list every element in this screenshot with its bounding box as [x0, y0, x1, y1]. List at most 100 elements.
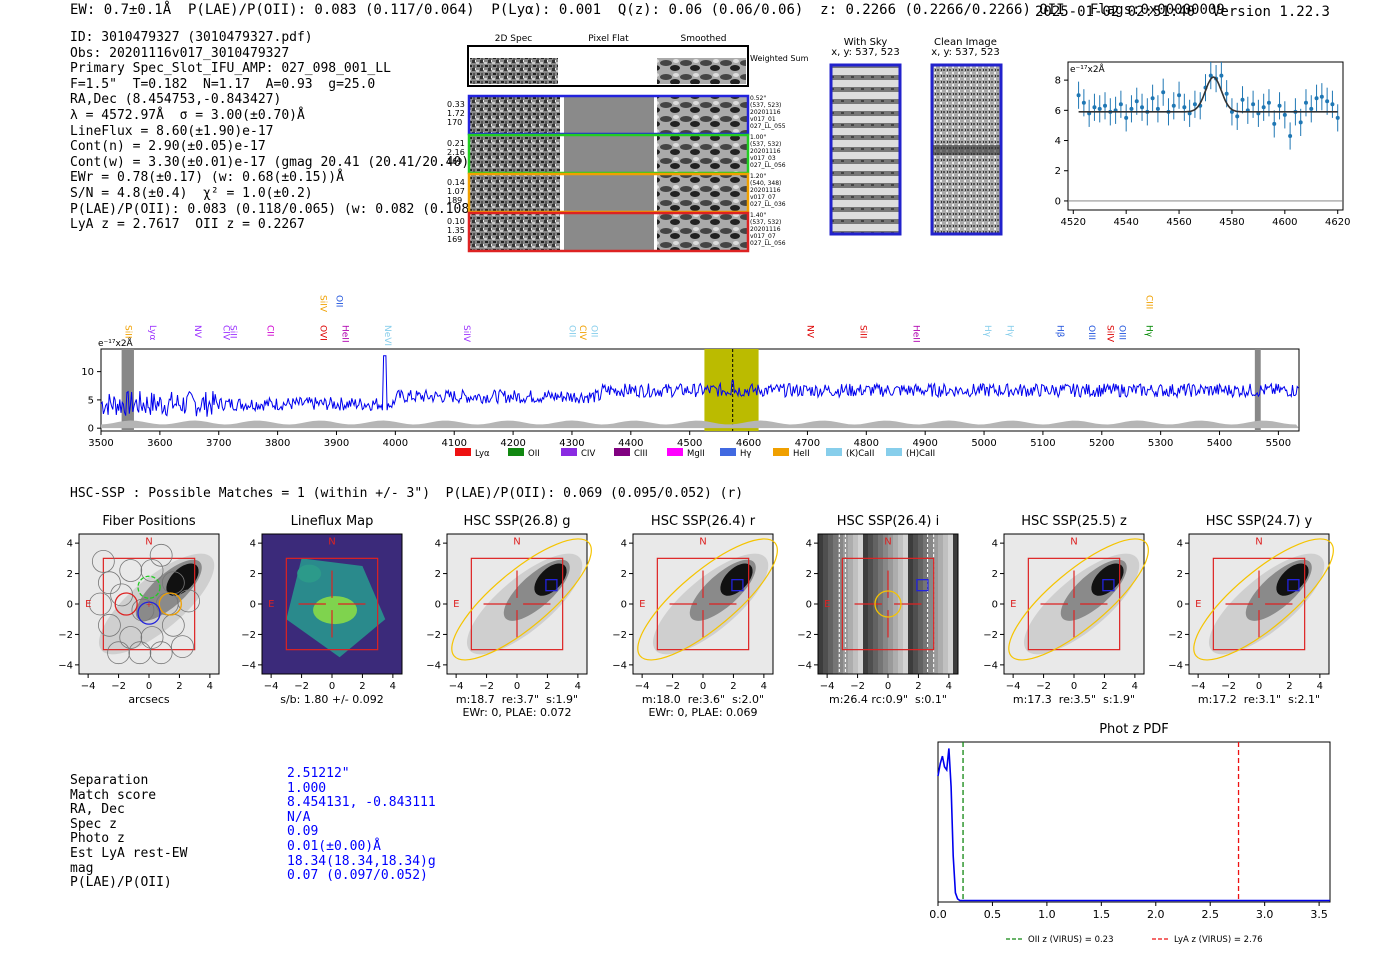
info-line: LyA z = 2.7617 OII z = 0.2267	[70, 217, 305, 233]
legend-label: Hγ	[740, 449, 751, 459]
aperture-box	[841, 557, 935, 651]
fiber-circle	[119, 559, 143, 582]
y-tick-label: −2	[1168, 630, 1183, 641]
separation-value: 0.09	[287, 824, 319, 840]
match-box	[731, 579, 744, 592]
y-tick-label: −4	[1168, 660, 1183, 671]
compass-north: N	[884, 537, 891, 548]
compass-east: E	[85, 599, 91, 610]
y-tick-label: −2	[426, 630, 441, 641]
panel-subtitle: m:17.2 re:3.1" s:2.1"	[1197, 693, 1321, 706]
kron-ellipse	[1193, 538, 1334, 661]
fiber-red	[114, 592, 138, 616]
x-tick-label: 2.5	[1201, 908, 1219, 921]
x-tick-label: −2	[1036, 681, 1051, 692]
galaxy-core	[166, 563, 199, 596]
line-id: SiIV	[1105, 325, 1115, 343]
zoom-ylabel: e⁻¹⁷x2Å	[1070, 63, 1106, 75]
separation-value: 8.454131, -0.843111	[287, 795, 436, 811]
aperture-circle	[874, 590, 902, 618]
legend-swatch	[614, 448, 630, 456]
cutout-row-meta: 1.40" (537, 532) 20201116 v017_07 027_LL…	[750, 212, 786, 247]
y-tick-label: 0	[1055, 196, 1061, 207]
cutout-row-stats: 0.10 1.35 169	[447, 217, 465, 244]
legend-label: (H)CaII	[906, 449, 935, 459]
i-band-stripe	[923, 534, 929, 674]
line-id: OII	[333, 295, 343, 307]
data-point	[1103, 103, 1108, 108]
data-point	[1208, 73, 1213, 78]
cutout-2d-spec	[470, 174, 560, 211]
photz-title: Phot z PDF	[1099, 722, 1169, 737]
x-tick-label: 4900	[912, 438, 937, 449]
x-tick-label: 4	[207, 681, 213, 692]
x-tick-label: 3900	[324, 438, 349, 449]
i-band-stripe	[933, 534, 939, 674]
compass-east: E	[639, 599, 645, 610]
y-tick-label: 4	[621, 539, 627, 550]
y-tick-label: 2	[435, 569, 441, 580]
info-line: Cont(n) = 2.90(±0.05)e-17	[70, 139, 266, 155]
x-tick-label: 5500	[1266, 438, 1291, 449]
y-tick-label: 0	[621, 600, 627, 611]
i-band-stripe	[888, 534, 894, 674]
x-tick-label: 4300	[559, 438, 584, 449]
spectrum-line	[100, 355, 1299, 417]
data-point	[1177, 93, 1182, 98]
spectrum-ylabel: e⁻¹⁷x2Å	[98, 337, 134, 349]
x-tick-label: 4	[1317, 681, 1323, 692]
y-tick-label: 5	[88, 395, 94, 406]
compass-east: E	[1195, 599, 1201, 610]
fiber-circle	[177, 589, 200, 613]
i-band-stripe	[833, 534, 839, 674]
axes-frame	[100, 348, 1300, 432]
y-tick-label: 4	[1055, 136, 1061, 147]
separation-label: Match score	[70, 787, 157, 803]
fiber-circle	[98, 571, 121, 595]
hsc-match-line: HSC-SSP : Possible Matches = 1 (within +…	[70, 486, 744, 501]
x-tick-label: 4580	[1219, 217, 1244, 228]
i-band-stripe	[928, 534, 934, 674]
data-point	[1118, 102, 1123, 107]
panel-title: HSC SSP(26.8) g	[463, 514, 571, 529]
timestamp: 2025-01-02 02:51:40	[1034, 4, 1196, 20]
legend-label: OII	[528, 449, 540, 459]
fiber-circle	[91, 549, 115, 573]
error-region	[101, 420, 1299, 429]
line-id: OVI	[318, 325, 328, 341]
data-point	[1192, 102, 1197, 107]
cutout-row-frame	[467, 211, 750, 253]
line-id: OII	[588, 325, 598, 337]
x-tick-label: 4700	[795, 438, 820, 449]
legend-lya-label: LyA z (VIRUS) = 2.76	[1174, 935, 1263, 945]
y-tick-label: −4	[797, 660, 812, 671]
x-tick-label: 2	[176, 681, 182, 692]
line-id: OIII	[1086, 325, 1096, 340]
info-line: F=1.5" T=0.182 N=1.17 A=0.93 g=25.0	[70, 76, 376, 92]
axes-frame	[937, 741, 1331, 903]
data-point	[1182, 105, 1187, 110]
x-tick-label: 2	[730, 681, 736, 692]
compass-north: N	[1070, 537, 1077, 548]
cutout-row-meta: 1.00" (537, 532) 20201116 v017_03 027_LL…	[750, 134, 786, 169]
data-point	[1277, 103, 1282, 108]
line-id: OIII	[1116, 325, 1126, 340]
fiber-blue	[137, 601, 161, 625]
kron-ellipse	[637, 538, 778, 661]
separation-label: Est LyA rest-EW	[70, 845, 188, 861]
x-tick-label: 5400	[1207, 438, 1232, 449]
gaussian-fit	[1078, 76, 1338, 113]
x-tick-label: 1.0	[1038, 908, 1056, 921]
x-tick-label: 4400	[618, 438, 643, 449]
x-tick-label: 0	[700, 681, 706, 692]
fiber-circle	[128, 641, 152, 665]
axes-frame	[1067, 61, 1344, 211]
y-tick-label: −4	[241, 660, 256, 671]
data-point	[1303, 100, 1308, 105]
x-tick-label: 5200	[1089, 438, 1114, 449]
match-box	[1287, 579, 1300, 592]
x-tick-label: −2	[850, 681, 865, 692]
x-tick-label: 4	[1132, 681, 1138, 692]
y-tick-label: −4	[612, 660, 627, 671]
cutout-row-stats: 0.14 1.07 189	[447, 178, 465, 205]
